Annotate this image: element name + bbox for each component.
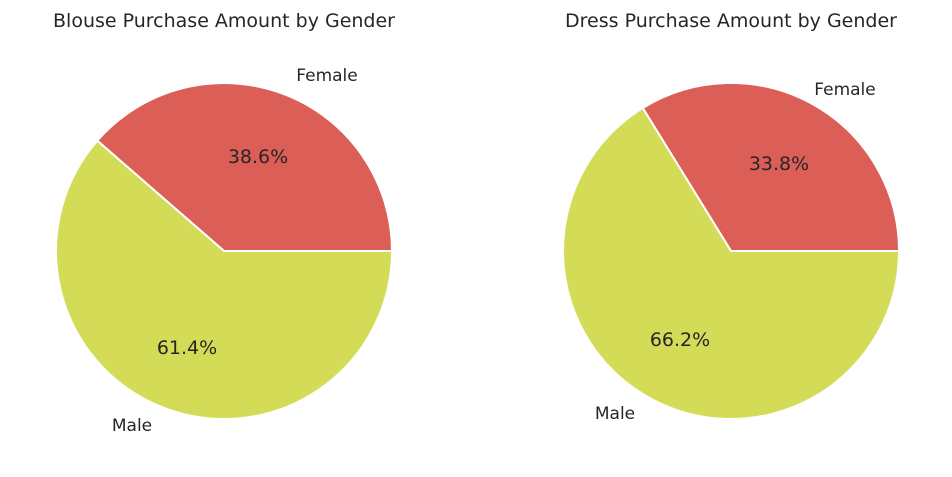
slice-pct-blouse-male: 61.4%	[157, 337, 217, 359]
pie-slices-dress	[562, 82, 900, 420]
pie-slice-blouse-male	[55, 139, 393, 420]
pie-slice-blouse-female	[96, 82, 393, 252]
pie-slice-dress-male	[562, 107, 900, 420]
chart-title-dress: Dress Purchase Amount by Gender	[565, 10, 897, 32]
slice-label-blouse-male: Male	[112, 416, 152, 436]
slice-label-dress-male: Male	[595, 404, 635, 424]
slice-pct-dress-female: 33.8%	[749, 153, 809, 175]
slice-label-blouse-female: Female	[296, 66, 357, 86]
chart-title-blouse: Blouse Purchase Amount by Gender	[53, 10, 395, 32]
pie-slices-blouse	[55, 82, 393, 420]
slice-pct-blouse-female: 38.6%	[228, 146, 288, 168]
slice-label-dress-female: Female	[814, 80, 875, 100]
pie-slice-dress-female	[641, 82, 900, 252]
slice-pct-dress-male: 66.2%	[650, 329, 710, 351]
chart-blouse: Blouse Purchase Amount by Gender Female …	[53, 10, 395, 436]
chart-dress: Dress Purchase Amount by Gender Female M…	[562, 10, 900, 424]
